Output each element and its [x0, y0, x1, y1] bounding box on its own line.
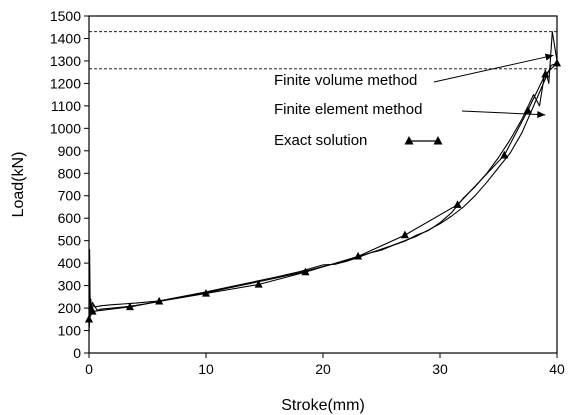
arrow-finite-volume-method-head [544, 53, 554, 61]
y-tick-label: 400 [58, 255, 82, 271]
y-tick-label: 1200 [50, 75, 81, 91]
x-tick-label: 40 [549, 361, 565, 377]
legend-triangle-left [404, 136, 414, 145]
series-line-finite-element-method [88, 62, 558, 333]
y-tick-label: 900 [58, 143, 82, 159]
x-tick-label: 10 [198, 361, 214, 377]
annotation-arrows [433, 53, 554, 118]
data-point-exact-solution [500, 150, 509, 159]
data-point-exact-solution [254, 279, 263, 288]
x-tick-label: 20 [315, 361, 331, 377]
legend-triangle-right [433, 136, 443, 145]
y-tick-label: 700 [58, 188, 82, 204]
annotation-exact-solution: Exact solution [274, 132, 367, 149]
x-axis-title: Stroke(mm) [281, 397, 365, 414]
y-tick-label: 300 [58, 278, 82, 294]
y-tick-label: 1100 [51, 98, 81, 114]
y-tick-label: 800 [58, 165, 82, 181]
series-line-finite-volume-method [88, 31, 558, 327]
series-layer [84, 31, 562, 333]
x-tick-label: 30 [432, 361, 448, 377]
data-point-exact-solution [400, 230, 409, 239]
data-point-exact-solution [88, 306, 97, 315]
y-axis-ticks: 0 100 200 300 400 500 600 700 800 900 1000 1100 1200… [50, 8, 89, 361]
arrow-finite-element-method [461, 110, 546, 116]
y-tick-label: 1300 [50, 53, 81, 69]
annotation-finite-element-method: Finite element method [274, 101, 422, 118]
x-axis-ticks: 0 10 20 30 40 [85, 353, 565, 377]
y-tick-label: 200 [58, 300, 82, 316]
arrow-finite-volume-method [433, 54, 554, 83]
y-tick-label: 100 [58, 323, 82, 339]
exact-solution-legend-marker [404, 136, 443, 145]
x-tick-label: 0 [85, 361, 93, 377]
y-tick-label: 500 [58, 233, 82, 249]
arrow-finite-element-method-head [537, 110, 546, 118]
reference-lines [89, 31, 557, 70]
plot-area [84, 15, 562, 354]
y-tick-label: 1000 [50, 120, 81, 136]
annotation-finite-volume-method: Finite volume method [274, 72, 417, 89]
y-tick-label: 1400 [50, 30, 81, 46]
data-point-exact-solution [453, 200, 462, 208]
y-tick-label: 600 [58, 210, 82, 226]
y-tick-label: 0 [73, 345, 81, 361]
y-axis-title: Load(kN) [10, 152, 27, 218]
y-tick-label: 1500 [50, 8, 81, 24]
